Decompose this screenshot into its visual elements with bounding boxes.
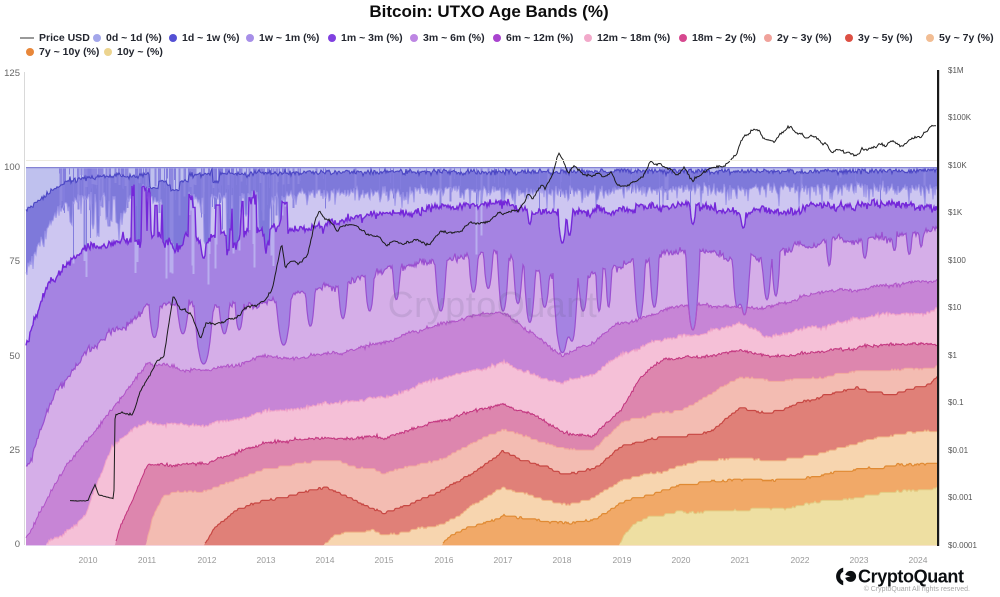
svg-text:CryptoQuant: CryptoQuant [858, 567, 964, 587]
